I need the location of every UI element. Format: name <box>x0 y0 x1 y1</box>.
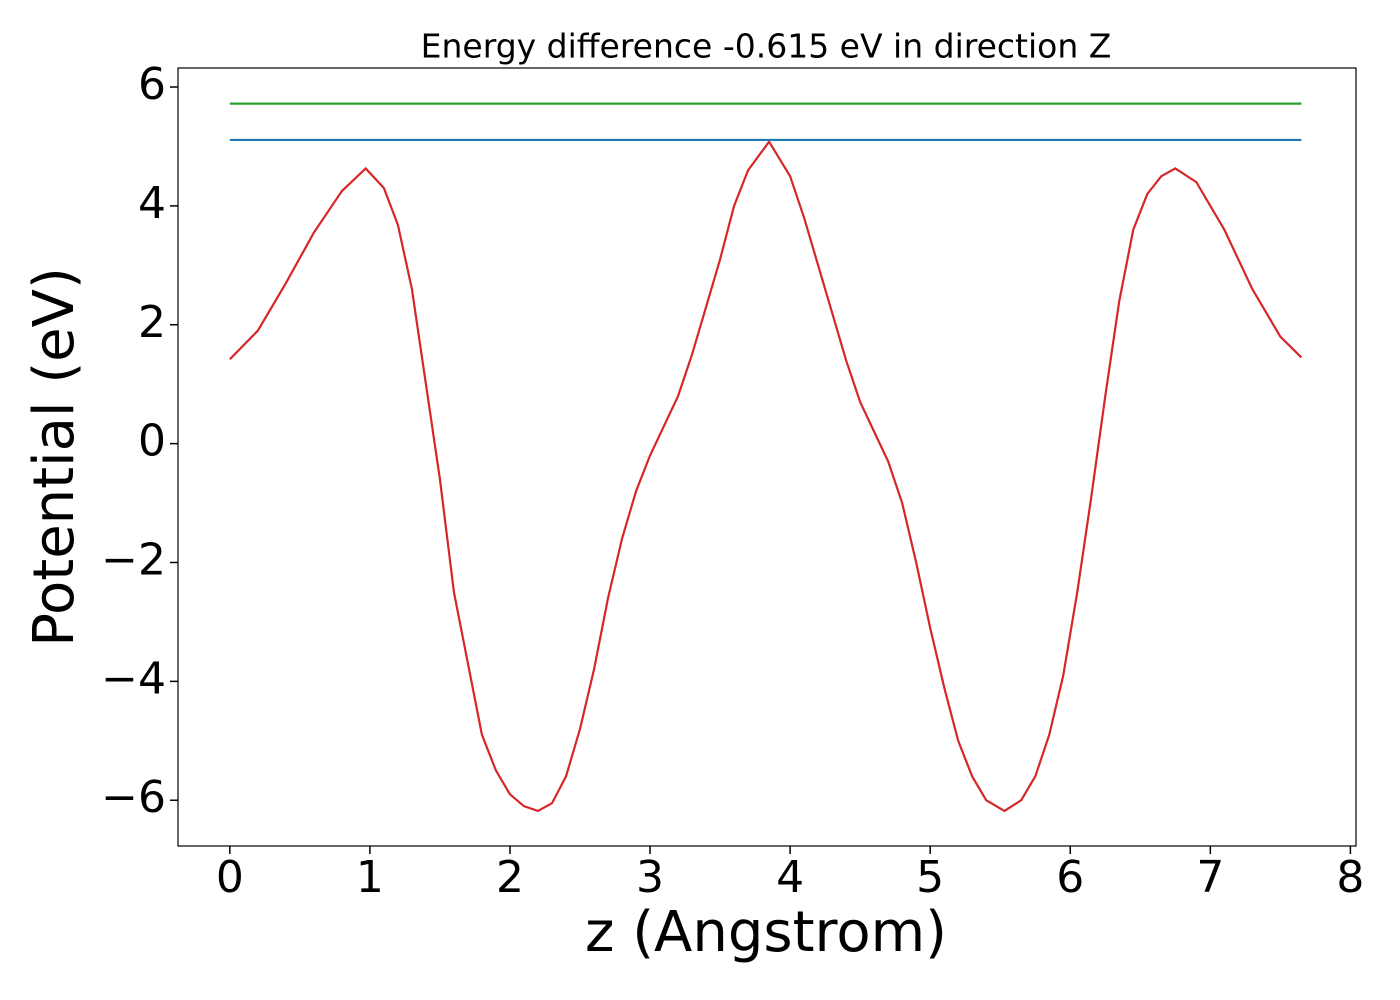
y-tick-label: −6 <box>101 772 166 823</box>
x-tick-label: 3 <box>636 852 664 903</box>
y-tick-label: 6 <box>138 59 166 110</box>
x-tick-label: 6 <box>1056 852 1084 903</box>
y-tick-label: −2 <box>101 534 166 585</box>
x-tick-label: 7 <box>1196 852 1224 903</box>
plot-frame <box>177 67 1357 847</box>
x-tick-label: 0 <box>216 852 244 903</box>
x-tick-label: 4 <box>776 852 804 903</box>
x-axis-label: z (Angstrom) <box>585 900 947 965</box>
y-tick-label: 4 <box>138 178 166 229</box>
chart-title: Energy difference -0.615 eV in direction… <box>421 27 1112 66</box>
line-series <box>229 139 1303 813</box>
x-tick-label: 2 <box>496 852 524 903</box>
x-tick-label: 1 <box>356 852 384 903</box>
y-tick-label: 0 <box>138 416 166 467</box>
y-tick-label: 2 <box>138 297 166 348</box>
x-tick-label: 5 <box>916 852 944 903</box>
x-tick-label: 8 <box>1336 852 1364 903</box>
y-tick-label: −4 <box>101 653 166 704</box>
y-axis-label: Potential (eV) <box>22 267 87 647</box>
